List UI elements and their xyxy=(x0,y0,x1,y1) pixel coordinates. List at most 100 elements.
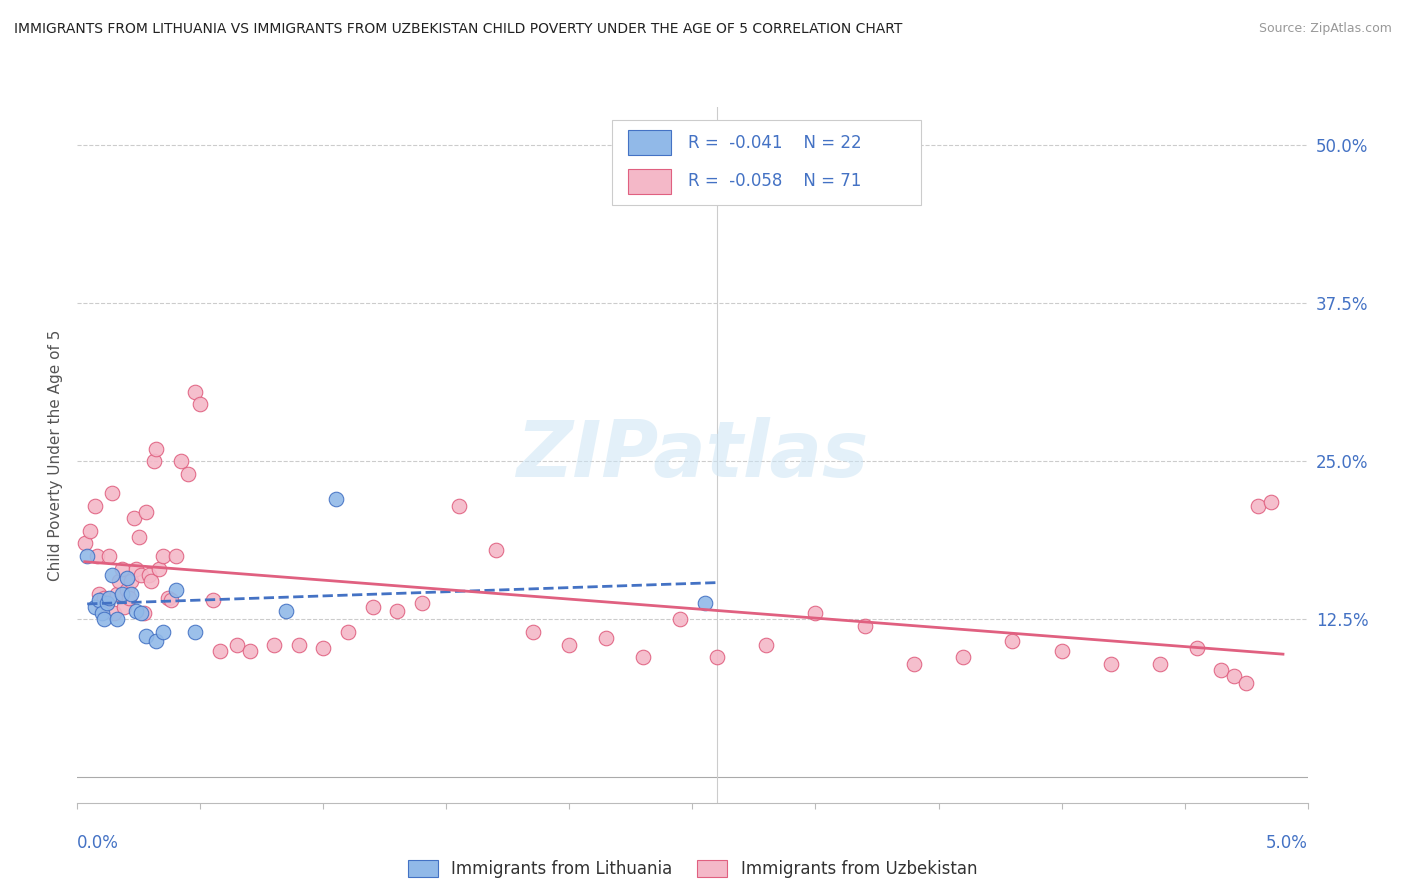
Text: IMMIGRANTS FROM LITHUANIA VS IMMIGRANTS FROM UZBEKISTAN CHILD POVERTY UNDER THE : IMMIGRANTS FROM LITHUANIA VS IMMIGRANTS … xyxy=(14,22,903,37)
Point xyxy=(184,625,207,640)
Point xyxy=(485,542,508,557)
Point xyxy=(903,657,925,671)
Point xyxy=(669,612,692,626)
Point xyxy=(1099,657,1122,671)
Point xyxy=(93,591,115,605)
Point xyxy=(312,641,335,656)
Point xyxy=(115,571,138,585)
Point xyxy=(226,638,249,652)
Text: R =  -0.058    N = 71: R = -0.058 N = 71 xyxy=(688,172,860,190)
Point xyxy=(804,606,827,620)
Point xyxy=(177,467,200,481)
Point xyxy=(98,591,121,605)
Point xyxy=(90,606,114,620)
Legend: Immigrants from Lithuania, Immigrants from Uzbekistan: Immigrants from Lithuania, Immigrants fr… xyxy=(401,854,984,885)
Point xyxy=(1234,675,1257,690)
Point xyxy=(337,625,360,640)
Point xyxy=(122,511,145,525)
Point xyxy=(128,530,150,544)
Point xyxy=(112,599,135,614)
Point xyxy=(755,638,778,652)
Point xyxy=(135,629,157,643)
Point xyxy=(89,587,111,601)
Point xyxy=(132,606,155,620)
Point xyxy=(121,587,143,601)
Point xyxy=(633,650,655,665)
Text: ZIPatlas: ZIPatlas xyxy=(516,417,869,493)
Point xyxy=(853,618,876,632)
Y-axis label: Child Poverty Under the Age of 5: Child Poverty Under the Age of 5 xyxy=(48,329,63,581)
Point xyxy=(1185,641,1208,656)
Point xyxy=(160,593,183,607)
Point xyxy=(190,397,212,411)
Point xyxy=(131,568,153,582)
Point xyxy=(76,549,98,563)
Point xyxy=(118,591,141,605)
Point xyxy=(101,486,124,500)
Point xyxy=(165,583,187,598)
Point xyxy=(103,606,125,620)
Point xyxy=(135,505,157,519)
Point xyxy=(125,562,148,576)
Point xyxy=(595,632,617,646)
Point xyxy=(86,549,108,563)
Point xyxy=(141,574,163,589)
Point xyxy=(83,499,105,513)
Point xyxy=(170,454,193,468)
Point xyxy=(101,568,124,582)
Point xyxy=(108,574,131,589)
Point xyxy=(1260,494,1282,508)
Point xyxy=(83,599,105,614)
Point xyxy=(288,638,311,652)
Point xyxy=(693,596,716,610)
Text: Source: ZipAtlas.com: Source: ZipAtlas.com xyxy=(1258,22,1392,36)
Point xyxy=(239,644,262,658)
Point xyxy=(387,603,409,617)
Point xyxy=(145,633,167,648)
Text: R =  -0.041    N = 22: R = -0.041 N = 22 xyxy=(688,134,860,152)
Point xyxy=(148,562,170,576)
Point xyxy=(447,499,470,513)
Point xyxy=(115,583,138,598)
Point xyxy=(1001,633,1024,648)
Point xyxy=(90,599,114,614)
Point xyxy=(152,625,174,640)
Point xyxy=(142,454,165,468)
Point xyxy=(145,442,167,456)
Point xyxy=(93,612,115,626)
Point xyxy=(1149,657,1171,671)
Point xyxy=(138,568,160,582)
Point xyxy=(276,603,298,617)
Point xyxy=(522,625,544,640)
Point xyxy=(201,593,224,607)
Point xyxy=(111,587,132,601)
Point xyxy=(361,599,384,614)
Point xyxy=(152,549,174,563)
Point xyxy=(209,644,232,658)
Point xyxy=(96,596,118,610)
Point xyxy=(1223,669,1246,683)
Point xyxy=(89,593,111,607)
Text: 5.0%: 5.0% xyxy=(1265,834,1308,852)
Point xyxy=(105,587,128,601)
Point xyxy=(121,574,143,589)
Point xyxy=(263,638,285,652)
Point xyxy=(131,606,153,620)
Point xyxy=(79,524,101,538)
Point xyxy=(952,650,974,665)
Point xyxy=(1050,644,1073,658)
Point xyxy=(325,492,347,507)
Point xyxy=(98,549,121,563)
Point xyxy=(1211,663,1233,677)
Point xyxy=(1247,499,1270,513)
Point xyxy=(157,591,180,605)
Point xyxy=(96,596,118,610)
Point xyxy=(111,562,132,576)
Text: 0.0%: 0.0% xyxy=(77,834,120,852)
Point xyxy=(125,603,148,617)
Point xyxy=(558,638,581,652)
Point xyxy=(184,384,207,399)
Point xyxy=(105,612,128,626)
Point xyxy=(165,549,187,563)
Point xyxy=(706,650,728,665)
